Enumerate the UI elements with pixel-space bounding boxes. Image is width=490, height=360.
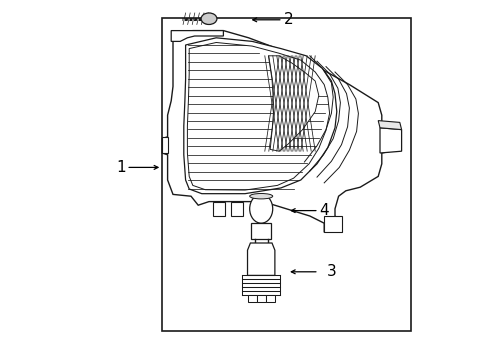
Polygon shape [324,216,342,232]
Polygon shape [213,202,225,216]
Bar [248,295,257,302]
Bar [257,295,266,302]
Text: 4: 4 [319,203,329,218]
Ellipse shape [250,194,273,199]
Bar [266,295,274,302]
Bar [162,18,411,331]
Polygon shape [247,243,275,275]
Polygon shape [171,31,223,41]
Bar [251,223,271,239]
Ellipse shape [250,194,273,223]
Polygon shape [380,128,402,153]
Polygon shape [184,38,337,194]
Ellipse shape [201,13,217,24]
Polygon shape [162,31,400,232]
Polygon shape [269,56,319,151]
Polygon shape [162,137,168,153]
Text: 1: 1 [116,160,125,175]
Polygon shape [231,202,243,216]
Polygon shape [378,121,402,130]
Text: 3: 3 [326,264,336,279]
Text: 2: 2 [283,12,293,27]
